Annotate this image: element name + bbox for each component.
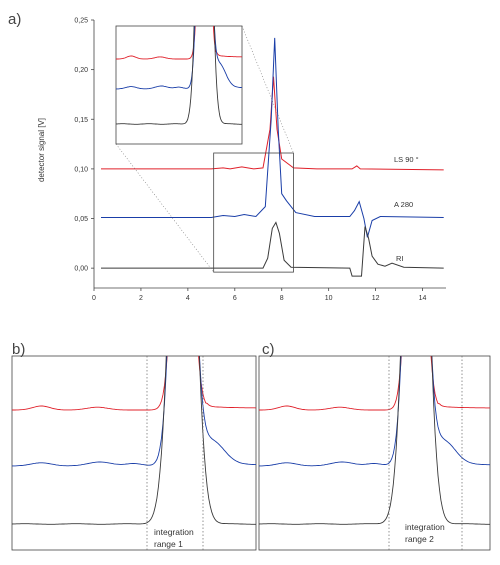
panel-c-frame bbox=[258, 355, 491, 551]
y-tick-label: 0,00 bbox=[74, 266, 88, 273]
detail-trace-0 bbox=[259, 356, 490, 411]
detail-panel-c: integration range 2 bbox=[258, 355, 491, 551]
y-tick-label: 0,15 bbox=[74, 117, 88, 124]
inset-series-lines bbox=[116, 26, 242, 125]
series-lines bbox=[101, 37, 444, 277]
series-label-1: A 280 bbox=[394, 200, 413, 209]
detail-trace-0 bbox=[116, 26, 242, 60]
detail-trace-2 bbox=[259, 356, 490, 525]
panel-c-traces bbox=[259, 356, 490, 525]
detail-trace-1 bbox=[116, 26, 242, 90]
integration-range-1-label-line1: integration bbox=[154, 527, 194, 537]
zoom-inset bbox=[115, 25, 243, 145]
x-tick-label: 14 bbox=[419, 295, 427, 302]
x-tick-label: 4 bbox=[186, 295, 190, 302]
zoom-region-box bbox=[213, 152, 294, 273]
y-tick-label: 0,10 bbox=[74, 166, 88, 173]
detail-trace-2 bbox=[116, 26, 242, 125]
y-axis-label: detector signal [V] bbox=[37, 118, 46, 182]
integration-range-2-label-line1: integration bbox=[405, 522, 445, 532]
panel-b-frame bbox=[11, 355, 257, 551]
y-tick-label: 0,20 bbox=[74, 67, 88, 74]
x-tick-label: 12 bbox=[372, 295, 380, 302]
detail-trace-0 bbox=[12, 356, 256, 411]
detail-panel-b: integration range 1 bbox=[11, 355, 257, 551]
x-tick-label: 2 bbox=[139, 295, 143, 302]
y-ticks: 0,00 0,05 0,10 0,15 0,20 0,25 bbox=[74, 18, 94, 273]
panel-label-b: b) bbox=[12, 341, 25, 358]
x-tick-label: 6 bbox=[233, 295, 237, 302]
series-label-2: RI bbox=[396, 254, 404, 263]
y-tick-label: 0,05 bbox=[74, 216, 88, 223]
integration-range-1-label-line2: range 1 bbox=[154, 539, 183, 549]
zoom-connector-line bbox=[241, 25, 294, 154]
panel-b-traces bbox=[12, 356, 256, 525]
chromatogram-chart: 0,00 0,05 0,10 0,15 0,20 0,25 0 2 4 6 8 10 12 14 det… bbox=[37, 18, 446, 302]
x-tick-label: 10 bbox=[325, 295, 333, 302]
x-tick-label: 8 bbox=[280, 295, 284, 302]
panel-label-a: a) bbox=[8, 11, 21, 28]
series-labels: LS 90 ° A 280 RI bbox=[394, 155, 419, 263]
panel-label-c: c) bbox=[262, 341, 275, 358]
series-label-0: LS 90 ° bbox=[394, 155, 419, 164]
y-tick-label: 0,25 bbox=[74, 18, 88, 25]
integration-range-2-label-line2: range 2 bbox=[405, 534, 434, 544]
zoom-connector-line bbox=[115, 143, 214, 273]
series-line-2 bbox=[101, 221, 444, 277]
detail-trace-1 bbox=[12, 356, 256, 467]
detail-trace-2 bbox=[12, 356, 256, 525]
inset-frame bbox=[115, 25, 243, 145]
detail-trace-1 bbox=[259, 356, 490, 467]
x-ticks: 0 2 4 6 8 10 12 14 bbox=[92, 288, 427, 302]
x-tick-label: 0 bbox=[92, 295, 96, 302]
